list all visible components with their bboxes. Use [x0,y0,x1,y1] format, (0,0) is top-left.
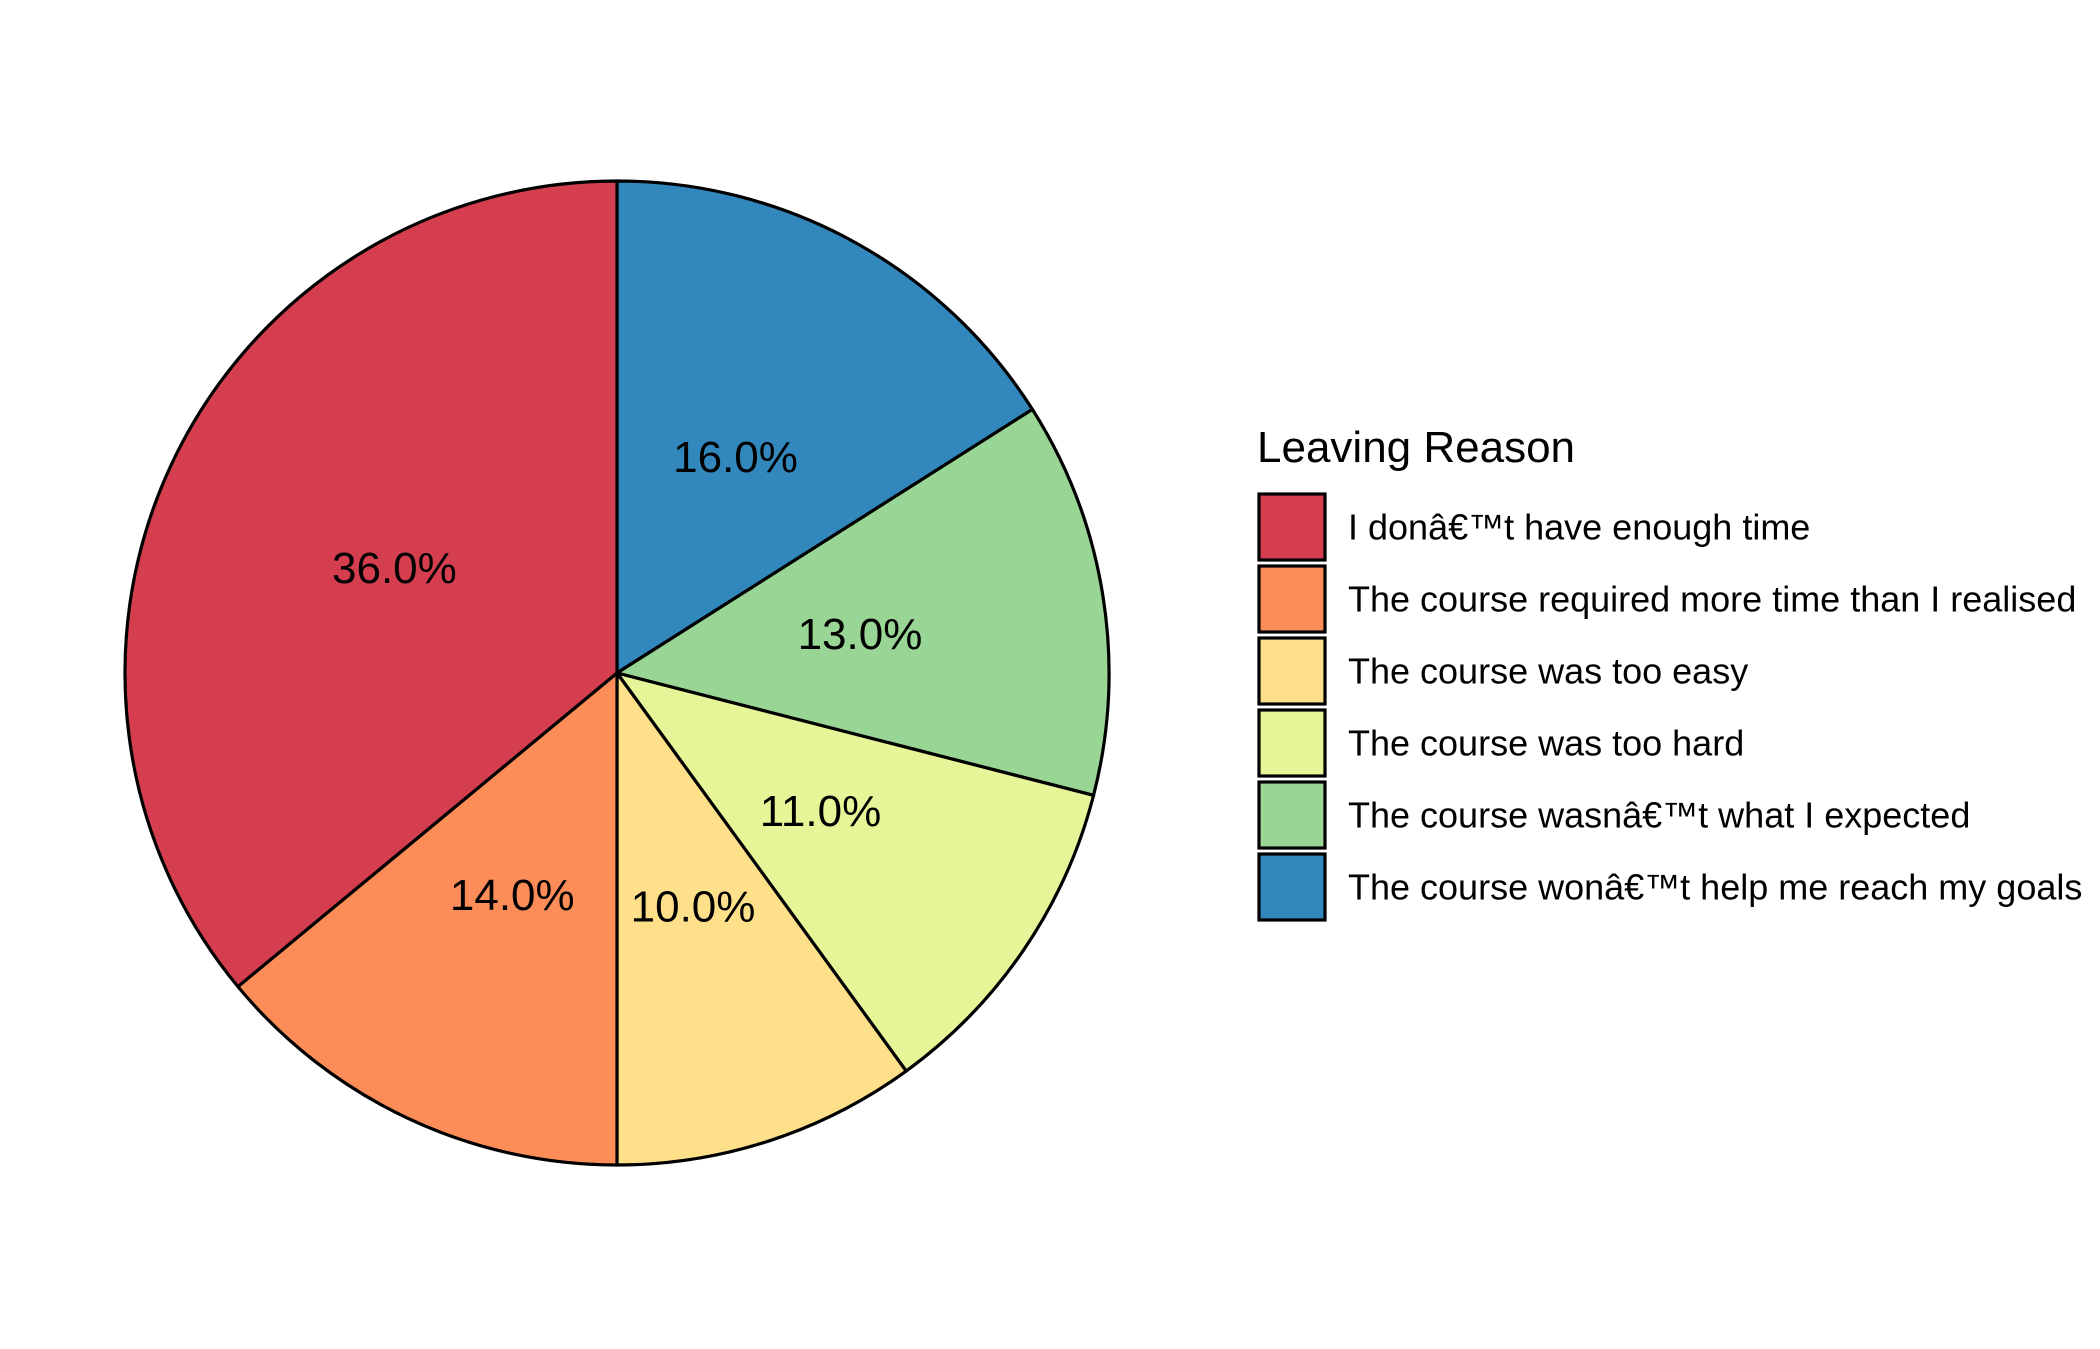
legend-swatch [1257,780,1327,850]
pie-slice [615,179,1035,675]
legend-label: The course wonâ€™t help me reach my goal… [1348,867,2082,908]
pie-slice [615,407,1111,797]
legend-swatch [1257,708,1327,778]
slice-value-label: 11.0% [760,787,882,836]
slice-value-label: 10.0% [631,882,756,931]
legend-swatch [1257,492,1327,562]
legend-item: The course wasnâ€™t what I expected [1257,780,1970,850]
slice-value-label: 36.0% [332,544,457,593]
legend-label: The course required more time than I rea… [1348,579,2076,620]
legend-items: I donâ€™t have enough time The course req… [1257,492,2082,922]
pie-slice [236,671,619,1167]
legend-item: The course required more time than I rea… [1257,564,2076,634]
legend-label: The course was too hard [1348,723,1744,764]
legend-swatch [1257,852,1327,922]
slice-value-label: 13.0% [798,610,923,659]
legend-label: The course wasnâ€™t what I expected [1348,795,1970,836]
pie-slice-labels: 16.0% 13.0% 11.0%10.0% 14.0% 36.0% [332,433,922,932]
pie-slice [615,671,1096,1073]
legend-label: I donâ€™t have enough time [1348,507,1810,548]
legend-swatch [1257,564,1327,634]
legend-swatch [1257,636,1327,706]
pie-slices [123,179,1111,1167]
legend: Leaving Reason I donâ€™t have enough tim… [1257,423,2082,922]
legend-item: The course was too hard [1257,708,1744,778]
legend-item: The course wonâ€™t help me reach my goal… [1257,852,2082,922]
legend-item: The course was too easy [1257,636,1748,706]
slice-value-label: 14.0% [450,871,575,920]
pie-slice [615,671,908,1167]
slice-value-label: 16.0% [673,433,798,482]
legend-item: I donâ€™t have enough time [1257,492,1810,562]
legend-label: The course was too easy [1348,651,1748,692]
pie-slice [123,179,619,989]
legend-title: Leaving Reason [1257,423,1575,472]
